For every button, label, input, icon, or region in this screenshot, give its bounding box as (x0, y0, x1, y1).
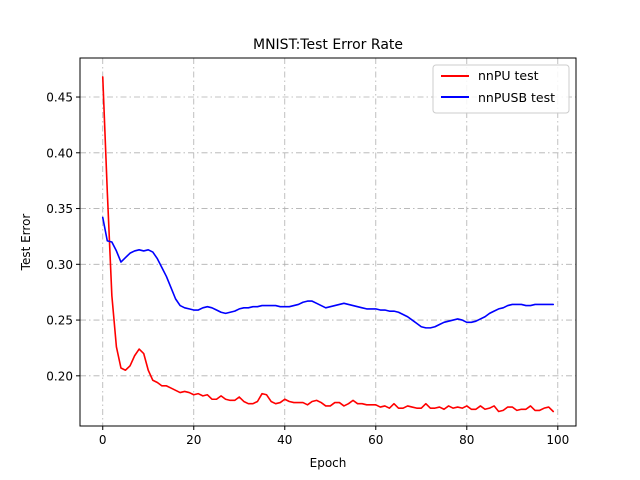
legend-label-nnpu: nnPU test (478, 68, 539, 83)
plot-frame (79, 57, 577, 427)
y-tick-label: 0.40 (46, 146, 73, 160)
x-tick-label: 80 (459, 433, 474, 447)
x-tick-label: 0 (99, 433, 107, 447)
x-axis-ticks: 0 20 40 60 80 100 (99, 426, 569, 447)
series-line-nnpusb (101, 216, 555, 329)
x-axis-label: Epoch (310, 456, 347, 470)
x-tick-label: 20 (186, 433, 201, 447)
y-tick-label: 0.20 (46, 369, 73, 383)
y-axis-ticks: 0.20 0.25 0.30 0.35 0.40 0.45 (46, 91, 80, 383)
x-tick-label: 40 (277, 433, 292, 447)
series-layer (101, 76, 555, 413)
x-tick-label: 60 (368, 433, 383, 447)
grid (80, 58, 576, 426)
y-axis-label: Test Error (19, 214, 33, 272)
y-tick-label: 0.25 (46, 314, 73, 328)
legend-label-nnpusb: nnPUSB test (478, 90, 555, 105)
legend: nnPU test nnPUSB test (432, 64, 570, 114)
y-tick-label: 0.30 (46, 258, 73, 272)
series-line-nnpu (101, 76, 555, 413)
x-tick-label: 100 (546, 433, 569, 447)
chart-title: MNIST:Test Error Rate (253, 37, 403, 53)
y-tick-label: 0.45 (46, 91, 73, 105)
y-tick-label: 0.35 (46, 202, 73, 216)
